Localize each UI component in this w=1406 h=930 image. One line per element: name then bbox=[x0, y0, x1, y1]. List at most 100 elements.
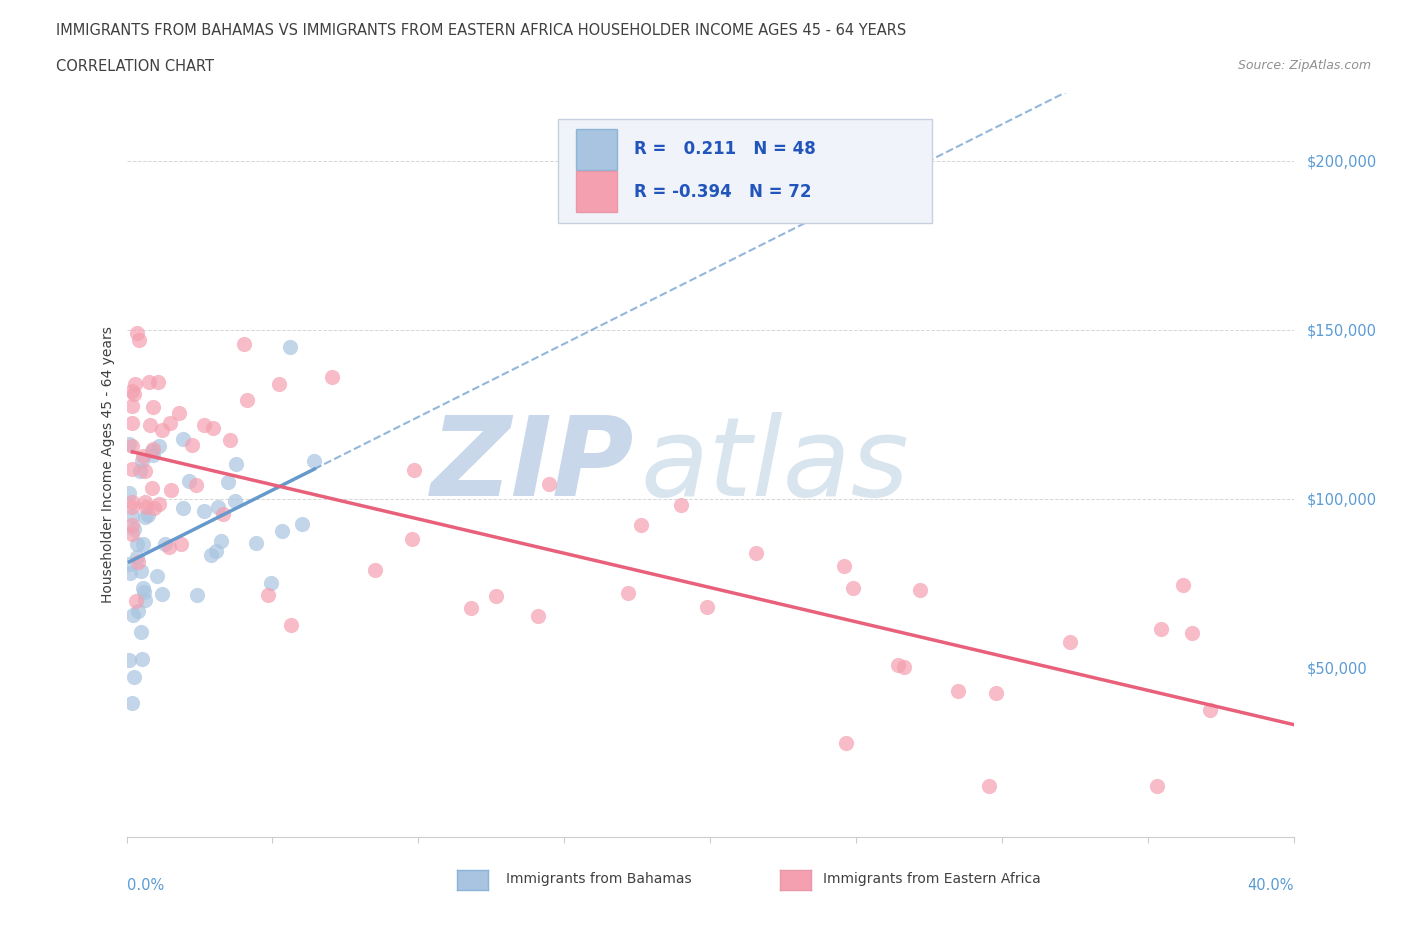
Point bbox=[200, 548, 222, 563]
Point bbox=[150, 587, 173, 602]
Point bbox=[538, 477, 561, 492]
Point bbox=[280, 618, 302, 632]
Point bbox=[121, 509, 143, 524]
Point bbox=[485, 589, 508, 604]
Point bbox=[134, 510, 156, 525]
Point bbox=[908, 583, 931, 598]
Point bbox=[260, 576, 283, 591]
Point bbox=[1150, 622, 1173, 637]
Point bbox=[127, 537, 149, 551]
Point bbox=[135, 499, 157, 514]
Text: atlas: atlas bbox=[640, 411, 908, 519]
Point bbox=[201, 420, 224, 435]
Point bbox=[146, 375, 169, 390]
Point bbox=[211, 506, 233, 521]
Point bbox=[125, 593, 148, 608]
Point bbox=[121, 495, 143, 510]
Point bbox=[835, 736, 858, 751]
Point bbox=[118, 652, 141, 667]
Point bbox=[131, 454, 153, 469]
Text: Immigrants from Eastern Africa: Immigrants from Eastern Africa bbox=[823, 871, 1040, 886]
Point bbox=[129, 624, 152, 639]
Point bbox=[148, 439, 170, 454]
Point bbox=[118, 565, 141, 580]
Point bbox=[132, 580, 155, 595]
Point bbox=[887, 658, 910, 672]
Point bbox=[128, 332, 150, 347]
Point bbox=[121, 439, 143, 454]
Point bbox=[186, 588, 208, 603]
Point bbox=[134, 592, 156, 607]
Point bbox=[121, 383, 143, 398]
Point bbox=[136, 507, 159, 522]
Point bbox=[617, 586, 640, 601]
Point bbox=[186, 478, 208, 493]
Point bbox=[744, 545, 766, 560]
FancyBboxPatch shape bbox=[558, 119, 932, 223]
Point bbox=[129, 464, 152, 479]
Text: 40.0%: 40.0% bbox=[1247, 878, 1294, 893]
Bar bbox=[576, 128, 617, 169]
Point bbox=[142, 448, 165, 463]
Point bbox=[256, 588, 278, 603]
Point bbox=[150, 423, 173, 438]
Point bbox=[121, 696, 143, 711]
Point bbox=[121, 607, 143, 622]
Point bbox=[893, 659, 915, 674]
Point bbox=[160, 483, 183, 498]
Point bbox=[630, 517, 652, 532]
Point bbox=[193, 503, 215, 518]
Point bbox=[224, 494, 246, 509]
Point bbox=[121, 461, 143, 476]
Point bbox=[842, 581, 865, 596]
Point bbox=[1059, 635, 1081, 650]
Point bbox=[153, 537, 176, 551]
Point bbox=[986, 686, 1008, 701]
Point bbox=[121, 416, 143, 431]
Point bbox=[142, 399, 165, 414]
Point bbox=[118, 437, 141, 452]
Text: Source: ZipAtlas.com: Source: ZipAtlas.com bbox=[1237, 59, 1371, 72]
Point bbox=[124, 377, 146, 392]
Point bbox=[142, 442, 165, 457]
Point bbox=[946, 684, 969, 698]
Point bbox=[134, 495, 156, 510]
Point bbox=[143, 500, 166, 515]
Point bbox=[402, 462, 425, 477]
Point bbox=[124, 670, 146, 684]
Point bbox=[1181, 626, 1204, 641]
Point bbox=[527, 608, 550, 623]
Point bbox=[138, 375, 160, 390]
Point bbox=[209, 533, 232, 548]
Text: IMMIGRANTS FROM BAHAMAS VS IMMIGRANTS FROM EASTERN AFRICA HOUSEHOLDER INCOME AGE: IMMIGRANTS FROM BAHAMAS VS IMMIGRANTS FR… bbox=[56, 23, 907, 38]
Point bbox=[145, 568, 167, 583]
Point bbox=[207, 499, 229, 514]
Point bbox=[1173, 578, 1195, 592]
Point bbox=[129, 564, 152, 578]
Point bbox=[118, 556, 141, 571]
Point bbox=[170, 536, 193, 551]
Point bbox=[245, 536, 267, 551]
Point bbox=[321, 369, 343, 384]
Point bbox=[225, 457, 247, 472]
Point bbox=[1198, 703, 1220, 718]
Point bbox=[127, 550, 149, 565]
Text: ZIP: ZIP bbox=[430, 411, 634, 519]
Text: R = -0.394   N = 72: R = -0.394 N = 72 bbox=[634, 183, 811, 201]
Point bbox=[291, 517, 314, 532]
Point bbox=[167, 405, 190, 420]
Point bbox=[217, 474, 239, 489]
Point bbox=[141, 481, 163, 496]
Point bbox=[204, 544, 226, 559]
Point bbox=[131, 651, 153, 666]
Point bbox=[278, 339, 301, 354]
Point bbox=[121, 500, 143, 515]
Point bbox=[127, 554, 149, 569]
Point bbox=[139, 418, 162, 432]
Point bbox=[159, 539, 181, 554]
Point bbox=[132, 537, 155, 551]
Text: R =   0.211   N = 48: R = 0.211 N = 48 bbox=[634, 140, 815, 158]
Text: 0.0%: 0.0% bbox=[127, 878, 163, 893]
Point bbox=[121, 398, 143, 413]
Point bbox=[125, 326, 148, 340]
